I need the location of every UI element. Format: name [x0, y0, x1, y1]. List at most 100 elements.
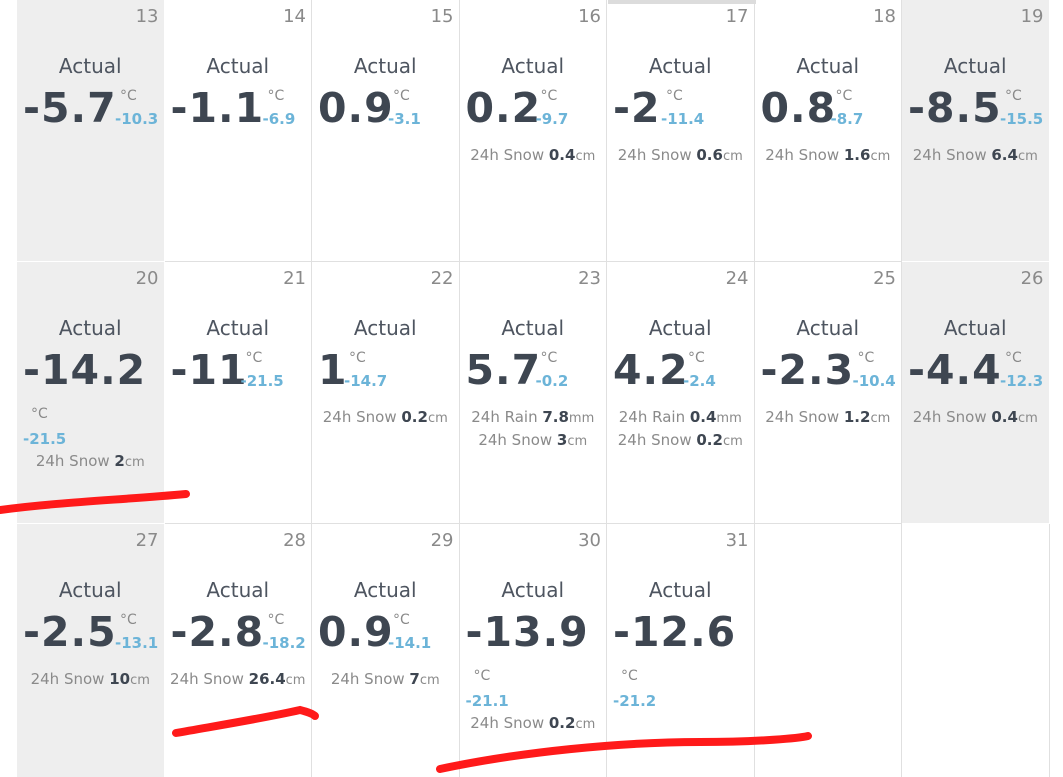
precip-type: 24h Snow — [30, 670, 110, 688]
day-number: 13 — [135, 6, 159, 27]
high-temperature: 0.8 — [760, 84, 837, 132]
day-cell-27[interactable]: 27 Actual -2.5 °C -13.1 24h Snow 10cm — [17, 524, 165, 777]
actual-label: Actual — [501, 316, 565, 340]
precipitation-line: 24h Snow 1.6cm — [755, 146, 902, 164]
high-temperature: -5.7 — [23, 84, 117, 132]
day-cell-21[interactable]: 21 Actual -11 °C -21.5 — [164, 262, 312, 524]
day-cell-29[interactable]: 29 Actual 0.9 °C -14.1 24h Snow 7cm — [312, 524, 460, 777]
day-cell-20[interactable]: 20 Actual -14.2 °C -21.5 24h Snow 2cm — [17, 262, 165, 524]
high-temperature: -2.5 — [23, 608, 117, 656]
temperature-unit: °C — [621, 668, 638, 684]
precip-unit: cm — [285, 673, 306, 688]
precipitation-line: 24h Snow 0.2cm — [460, 714, 607, 732]
precip-amount: 0.4 — [991, 408, 1018, 426]
low-temperature: -15.5 — [1000, 110, 1044, 128]
high-temperature: -2 — [613, 84, 661, 132]
actual-label: Actual — [648, 316, 712, 340]
actual-label: Actual — [943, 54, 1007, 78]
precip-type: 24h Snow — [470, 146, 549, 164]
day-cell-28[interactable]: 28 Actual -2.8 °C -18.2 24h Snow 26.4cm — [164, 524, 312, 777]
low-temperature: -14.7 — [344, 372, 388, 390]
actual-label: Actual — [353, 316, 417, 340]
day-cell-17[interactable]: 17 Actual -2 °C -11.4 24h Snow 0.6cm — [607, 0, 755, 262]
precip-amount: 0.2 — [401, 408, 428, 426]
temperature-unit: °C — [267, 612, 285, 628]
actual-label: Actual — [206, 316, 270, 340]
high-temperature: -1.1 — [170, 84, 265, 132]
precipitation-line: 24h Snow 1.2cm — [755, 408, 902, 426]
actual-label: Actual — [501, 54, 565, 78]
day-cell-31[interactable]: 31 Actual -12.6 °C -21.2 — [607, 524, 755, 777]
precip-amount: 6.4 — [991, 146, 1018, 164]
temperature-unit: °C — [349, 350, 366, 366]
actual-label: Actual — [648, 54, 712, 78]
low-temperature: -12.3 — [1000, 372, 1044, 390]
temperature-unit: °C — [1005, 350, 1022, 366]
precip-type: 24h Snow — [765, 146, 844, 164]
precip-unit: cm — [130, 673, 150, 688]
day-cell-23[interactable]: 23 Actual 5.7 °C -0.2 24h Rain 7.8mm 24h Snow … — [459, 262, 607, 524]
high-temperature: -4.4 — [908, 346, 1002, 394]
day-cell-26[interactable]: 26 Actual -4.4 °C -12.3 24h Snow 0.4cm — [902, 262, 1050, 524]
precip-unit: cm — [575, 717, 596, 732]
low-temperature: -11.4 — [661, 110, 705, 128]
precipitation-line: 24h Snow 0.4cm — [902, 408, 1049, 426]
day-number: 25 — [873, 268, 896, 289]
day-number: 17 — [725, 6, 749, 27]
high-temperature: -13.9 — [465, 608, 589, 656]
precipitation-line: 24h Snow 0.4cm — [460, 146, 607, 164]
precip-amount: 10 — [109, 670, 131, 688]
day-number: 22 — [430, 268, 454, 289]
high-temperature: 0.2 — [465, 84, 542, 132]
day-number: 20 — [135, 268, 159, 289]
actual-label: Actual — [648, 578, 712, 602]
low-temperature: -21.5 — [23, 430, 67, 448]
actual-label: Actual — [353, 578, 417, 602]
low-temperature: -10.3 — [115, 110, 159, 128]
actual-label: Actual — [58, 54, 122, 78]
actual-label: Actual — [58, 578, 122, 602]
low-temperature: -8.7 — [830, 110, 864, 128]
precip-unit: cm — [722, 149, 743, 164]
precipitation-line: 24h Snow 26.4cm — [165, 670, 312, 688]
day-cell-13[interactable]: 13 Actual -5.7 °C -10.3 — [17, 0, 165, 262]
precipitation-line: 24h Snow 7cm — [312, 670, 459, 688]
low-temperature: -2.4 — [683, 372, 716, 390]
day-cell-14[interactable]: 14 Actual -1.1 °C -6.9 — [164, 0, 312, 262]
precip-type: 24h Snow — [617, 146, 697, 164]
precip-unit: mm — [716, 411, 742, 426]
day-number: 31 — [725, 530, 749, 551]
day-cell-18[interactable]: 18 Actual 0.8 °C -8.7 24h Snow 1.6cm — [754, 0, 902, 262]
high-temperature: -14.2 — [23, 346, 147, 394]
temperature-unit: °C — [31, 406, 48, 422]
temperature-unit: °C — [120, 612, 137, 628]
day-cell-30[interactable]: 30 Actual -13.9 °C -21.1 24h Snow 0.2cm — [459, 524, 607, 777]
precip-type: 24h Rain — [471, 408, 543, 426]
temperature-unit: °C — [688, 350, 705, 366]
temperature-unit: °C — [120, 88, 137, 104]
day-cell-25[interactable]: 25 Actual -2.3 °C -10.4 24h Snow 1.2cm — [754, 262, 902, 524]
weather-calendar: 13 Actual -5.7 °C -10.3 14 Actual -1.1 °C -6.9 15 A… — [17, 0, 1051, 777]
high-temperature: -8.5 — [908, 84, 1002, 132]
actual-label: Actual — [206, 578, 270, 602]
precip-type: 24h Snow — [912, 408, 992, 426]
high-temperature: 5.7 — [465, 346, 542, 394]
day-cell-16[interactable]: 16 Actual 0.2 °C -9.7 24h Snow 0.4cm — [459, 0, 607, 262]
temperature-unit: °C — [1005, 88, 1022, 104]
temperature-unit: °C — [393, 88, 410, 104]
day-number: 16 — [578, 6, 601, 27]
actual-label: Actual — [943, 316, 1007, 340]
precip-type: 24h Snow — [330, 670, 410, 688]
day-cell-15[interactable]: 15 Actual 0.9 °C -3.1 — [312, 0, 460, 262]
day-cell-19[interactable]: 19 Actual -8.5 °C -15.5 24h Snow 6.4cm — [902, 0, 1050, 262]
high-temperature: 4.2 — [613, 346, 689, 394]
precip-type: 24h Snow — [912, 146, 992, 164]
day-cell-22[interactable]: 22 Actual 1 °C -14.7 24h Snow 0.2cm — [312, 262, 460, 524]
precip-unit: cm — [870, 411, 891, 426]
day-number: 30 — [578, 530, 601, 551]
precip-unit: cm — [567, 434, 588, 449]
precip-type: 24h Rain — [618, 408, 690, 426]
precip-type: 24h Snow — [470, 714, 549, 732]
day-cell-24[interactable]: 24 Actual 4.2 °C -2.4 24h Rain 0.4mm 24h Snow … — [607, 262, 755, 524]
empty-day-cell — [754, 524, 902, 777]
